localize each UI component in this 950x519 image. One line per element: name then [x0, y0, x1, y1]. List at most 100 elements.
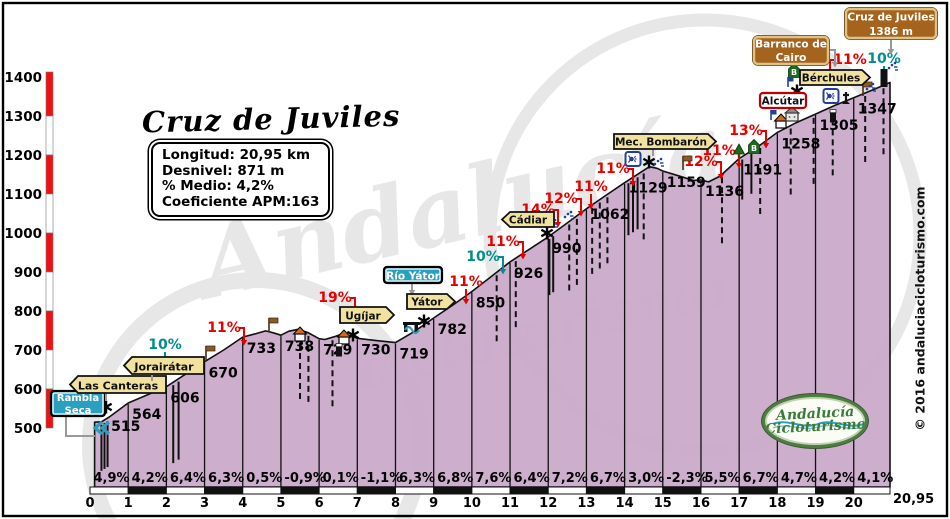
scale-bar-segment	[127, 486, 167, 495]
scale-bar-segment	[471, 486, 511, 495]
scale-bar-segment	[662, 486, 702, 495]
copyright-text: © 2016 andaluciacicloturismo.com	[912, 186, 928, 431]
gradient-marker: 11%	[486, 234, 527, 260]
y-axis: 500 600 700 800 900 1000 1100 1200 1300 1400	[4, 70, 54, 437]
gradient-cell-label: 0,1%	[323, 471, 359, 486]
sign-rio-yator: Río Yátor	[382, 265, 444, 296]
y-axis-band	[45, 71, 54, 117]
x-tick-label: 17	[730, 496, 748, 511]
elevation-label: 926	[514, 266, 543, 282]
gradient-cell-label: 0,5%	[246, 471, 282, 486]
spring-icon	[653, 157, 664, 167]
elevation-label: 733	[247, 341, 276, 357]
post-lines	[100, 88, 885, 471]
y-axis-band	[45, 193, 54, 234]
sign-plate-outer	[844, 7, 938, 40]
signpost-flag-icon	[682, 155, 693, 170]
river-crossing-icon	[92, 420, 111, 436]
sign-jorairatar: Jorairátar	[122, 356, 205, 381]
arrow-head	[735, 163, 743, 169]
y-tick-label: 600	[14, 382, 42, 398]
scale-bar-segment	[624, 486, 664, 495]
x-tick-label: 5	[276, 496, 285, 511]
sign-label: Cruz de Juviles	[847, 11, 934, 23]
x-tick-label: 1	[124, 496, 133, 511]
scale-bar-segment	[394, 486, 435, 495]
gradient-cell-label: 5,5%	[704, 471, 740, 486]
y-axis-band	[45, 349, 54, 390]
gradient-marker-label: 12%	[544, 191, 578, 207]
sign-stem-arrow	[831, 62, 839, 68]
elevation-label: 1347	[858, 102, 897, 118]
x-tick-label: 16	[692, 496, 710, 511]
sign-label: Seca	[65, 405, 92, 416]
x-end-label: 20,95	[893, 492, 934, 507]
sign-plate	[613, 133, 718, 150]
gradient-marker-label: 13%	[729, 123, 763, 139]
scale-bar-segment	[242, 486, 282, 495]
viewpoint-icon	[822, 88, 840, 104]
elevation-label: 564	[132, 407, 161, 423]
scale-bar-segment	[853, 486, 891, 495]
sign-alcutar: Alcútar	[758, 91, 808, 110]
viewpoint-icon	[624, 151, 642, 167]
elevation-label: 515	[111, 419, 140, 435]
gradient-marker-label: 10%	[867, 51, 901, 67]
arrow-head	[762, 143, 770, 149]
sign-plate	[382, 265, 444, 285]
bridge-icon	[403, 322, 420, 335]
gradient-marker-label: 12%	[684, 154, 718, 170]
sign-ugijar: Ugíjar	[339, 306, 396, 324]
gradient-cell-label: 7,2%	[552, 471, 588, 486]
poi-star-icon	[417, 314, 431, 328]
x-tick-label: 8	[391, 496, 400, 511]
b-marker-icon: B	[788, 62, 800, 78]
sign-cadiar: Cádiar	[500, 211, 555, 228]
y-tick-label: 800	[14, 304, 42, 320]
arrow-line	[518, 241, 524, 254]
sign-label: Yátor	[410, 297, 443, 309]
gradient-marker-label: 19%	[318, 290, 352, 306]
arrow-head	[499, 269, 507, 275]
sign-plate	[758, 91, 808, 110]
gradient-cell-label: 3,0%	[628, 471, 664, 486]
y-axis-band	[45, 115, 54, 156]
gradient-cell-label: 4,9%	[94, 471, 130, 486]
sign-label: Mec. Bombarón	[615, 137, 707, 149]
x-tick-label: 18	[768, 496, 786, 511]
gradient-marker-label: 10%	[466, 249, 500, 265]
sign-stem-arrow	[408, 290, 416, 296]
gradient-marker: 11%	[449, 274, 483, 305]
building-icon	[783, 106, 801, 122]
house-icon	[773, 113, 789, 129]
sign-plate	[799, 69, 872, 86]
arrow-line	[628, 168, 634, 181]
scale-bar-segment	[165, 486, 206, 495]
gradient-cell-label: 6,3%	[208, 471, 244, 486]
y-axis-band	[45, 310, 54, 351]
y-tick-label: 1300	[4, 109, 42, 125]
gradient-marker: 11%	[207, 320, 248, 346]
elevation-label: 990	[552, 241, 581, 257]
gradient-cell-label: 6,7%	[590, 471, 626, 486]
gradient-cell-label: 6,8%	[437, 471, 473, 486]
elevation-label: 719	[399, 347, 428, 363]
y-axis-band	[45, 154, 54, 195]
elevation-label: 1129	[629, 181, 668, 197]
sign-plate	[752, 35, 830, 66]
arrow-line	[761, 130, 767, 143]
sign-label: Rambla	[57, 393, 99, 404]
sign-plate-inner	[385, 268, 441, 282]
y-tick-label: 700	[14, 343, 42, 359]
milestone-icon	[829, 109, 837, 123]
sign-label: Las Canteras	[78, 379, 159, 392]
x-tick-label: 2	[162, 496, 171, 511]
poi-star-icon	[540, 226, 554, 240]
gradient-marker-label: 11%	[486, 234, 520, 250]
sign-label: Alcútar	[762, 96, 806, 108]
x-axis-labels: 0 1 2 3 4 5 6 7 8 9 10 11 12 13 14 15 16 17 18 19 20 20,95	[85, 492, 934, 511]
gradient-cell-label: 4,7%	[781, 471, 817, 486]
elevation-label: 738	[285, 339, 314, 355]
